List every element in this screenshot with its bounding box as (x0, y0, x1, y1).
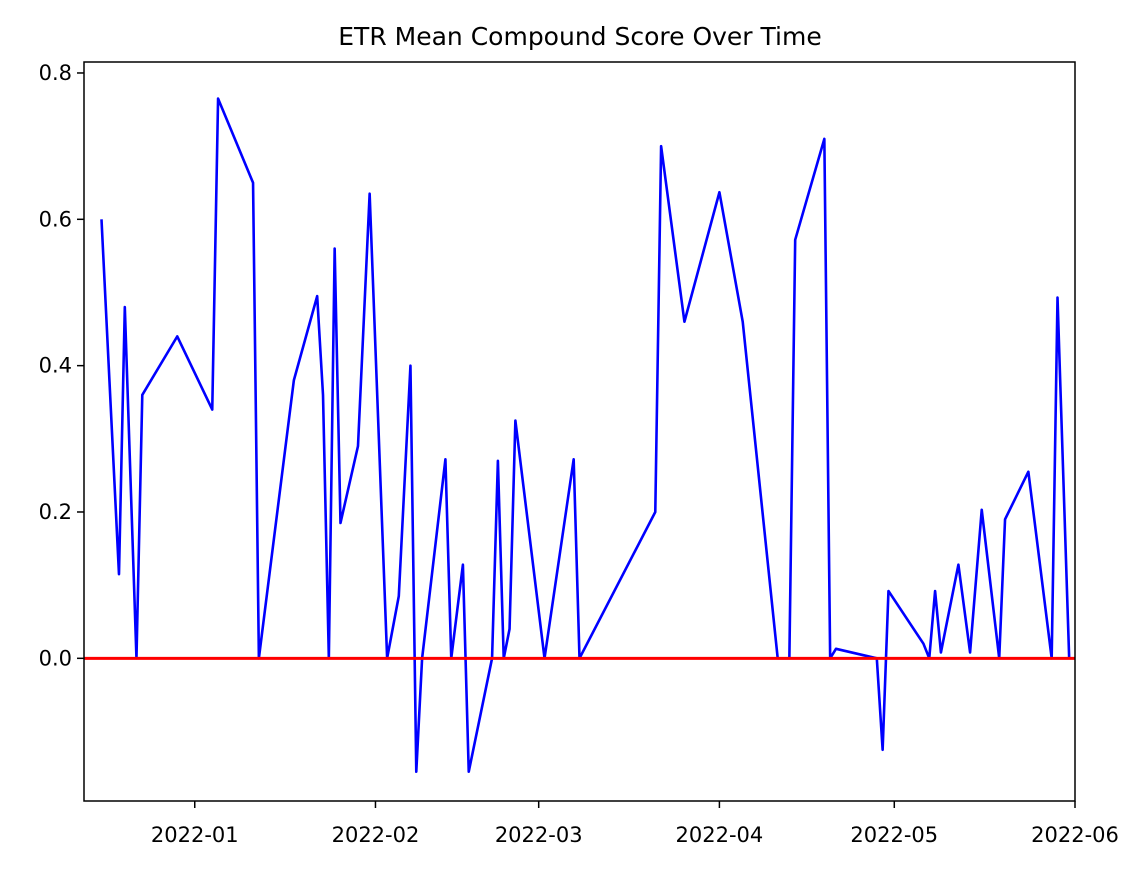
chart-title: ETR Mean Compound Score Over Time (338, 22, 821, 51)
x-tick-label: 2022-01 (151, 823, 239, 847)
x-tick-label: 2022-04 (676, 823, 764, 847)
y-tick-label: 0.2 (39, 500, 72, 524)
x-axis: 2022-01 2022-02 2022-03 2022-04 2022-05 2022-… (151, 801, 1119, 847)
series-line (100, 97, 1071, 774)
y-tick-label: 0.6 (39, 207, 72, 231)
y-tick-label: 0.8 (39, 61, 72, 85)
x-tick-label: 2022-05 (850, 823, 938, 847)
x-tick-label: 2022-02 (332, 823, 420, 847)
y-axis: 0.0 0.2 0.4 0.6 0.8 (39, 61, 84, 670)
y-tick-label: 0.0 (39, 646, 72, 670)
y-tick-label: 0.4 (39, 354, 72, 378)
plot-area (84, 97, 1075, 774)
axes-frame (83, 61, 1076, 802)
x-tick-label: 2022-06 (1031, 823, 1119, 847)
x-tick-label: 2022-03 (495, 823, 583, 847)
